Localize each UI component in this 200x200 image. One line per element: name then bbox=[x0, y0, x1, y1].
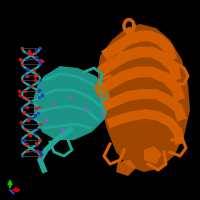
Polygon shape bbox=[102, 89, 187, 122]
Polygon shape bbox=[101, 31, 177, 62]
Polygon shape bbox=[116, 160, 136, 176]
Polygon shape bbox=[34, 66, 110, 140]
Polygon shape bbox=[106, 109, 185, 145]
Polygon shape bbox=[97, 47, 181, 81]
Polygon shape bbox=[97, 67, 185, 102]
Polygon shape bbox=[144, 146, 162, 164]
Polygon shape bbox=[98, 24, 190, 172]
